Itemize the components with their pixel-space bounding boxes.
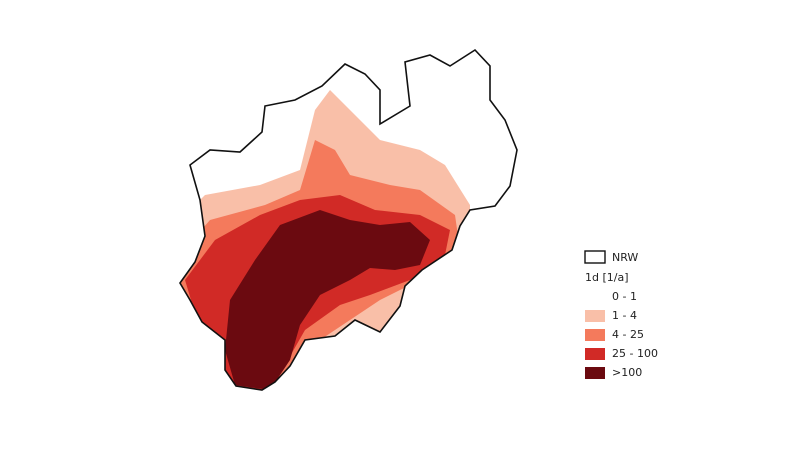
legend-label: 4 - 25 xyxy=(612,328,644,341)
legend-swatch xyxy=(585,291,605,303)
legend: NRW 1d [1/a] 0 - 1 1 - 4 4 - 25 25 - 100 >10… xyxy=(584,250,658,379)
legend-title: 1d [1/a] xyxy=(585,271,629,284)
legend-label: 0 - 1 xyxy=(612,290,637,303)
legend-label: 25 - 100 xyxy=(612,347,658,360)
legend-swatch xyxy=(585,329,605,341)
legend-boundary: NRW xyxy=(612,251,638,264)
legend-label: >100 xyxy=(612,366,642,379)
legend-swatch xyxy=(585,348,605,360)
legend-swatch xyxy=(585,310,605,322)
boundary-swatch xyxy=(584,250,606,264)
legend-label: 1 - 4 xyxy=(612,309,637,322)
legend-swatch xyxy=(585,367,605,379)
risk-raster xyxy=(180,90,470,390)
